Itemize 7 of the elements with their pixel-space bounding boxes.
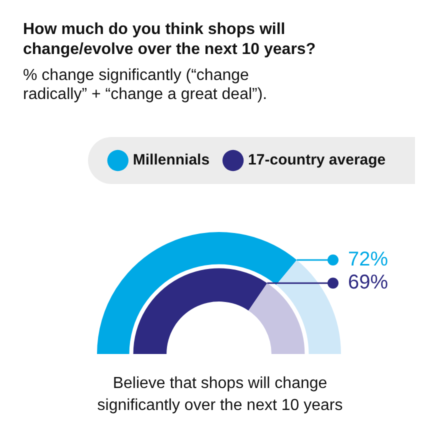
chart-subtitle: % change significantly (“change radically” + “change a great deal”).	[23, 66, 268, 104]
data-label: 72%	[348, 248, 388, 271]
chart-title: How much do you think shops will change/evolve over the next 10 years?	[23, 20, 317, 60]
legend-label: 17-country average	[248, 152, 386, 169]
data-label: 69%	[348, 272, 388, 294]
text: Believe that shops will change significantly over the next 10 years	[96, 374, 344, 416]
legend-label: Millennials	[132, 152, 210, 169]
